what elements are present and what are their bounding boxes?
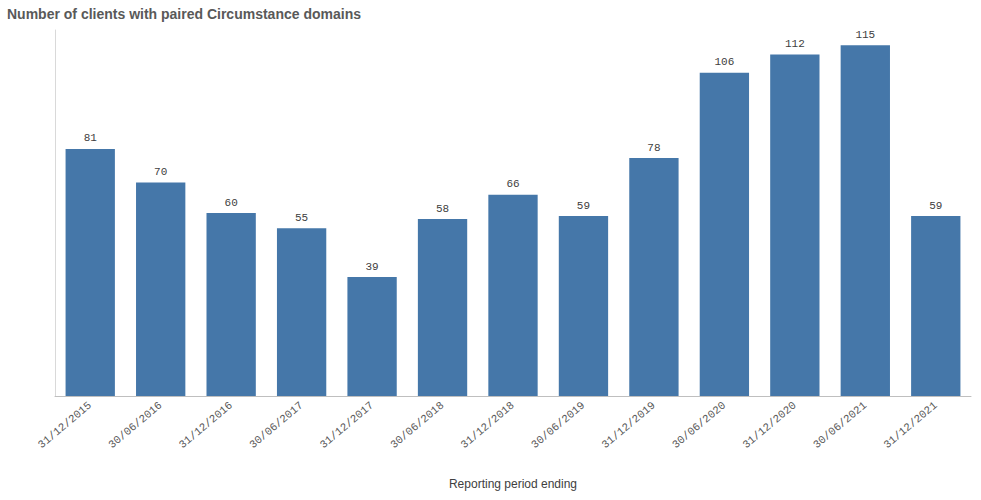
svg-text:30/06/2020: 30/06/2020 [670,399,728,451]
svg-text:31/12/2019: 31/12/2019 [600,399,658,451]
svg-text:31/12/2016: 31/12/2016 [177,399,235,451]
svg-text:81: 81 [84,132,98,144]
svg-text:112: 112 [785,38,805,50]
svg-text:59: 59 [929,200,942,212]
svg-text:31/12/2015: 31/12/2015 [36,399,94,451]
svg-text:30/06/2019: 30/06/2019 [529,399,587,451]
svg-text:31/12/2017: 31/12/2017 [318,399,376,451]
svg-text:31/12/2021: 31/12/2021 [881,399,940,451]
svg-text:106: 106 [714,56,734,68]
svg-text:78: 78 [647,142,660,154]
svg-text:66: 66 [506,178,519,190]
svg-text:115: 115 [855,29,875,41]
svg-text:30/06/2016: 30/06/2016 [106,399,164,451]
svg-text:70: 70 [154,166,167,178]
svg-text:58: 58 [436,203,449,215]
svg-text:30/06/2017: 30/06/2017 [247,399,305,451]
svg-text:Number of clients with paired: Number of clients with paired Circumstan… [7,6,361,22]
svg-text:30/06/2018: 30/06/2018 [388,399,446,451]
svg-text:39: 39 [365,261,378,273]
svg-text:55: 55 [295,212,308,224]
svg-text:31/12/2020: 31/12/2020 [740,399,798,451]
svg-text:Reporting period ending: Reporting period ending [449,477,577,491]
svg-text:60: 60 [225,197,238,209]
svg-text:59: 59 [577,200,590,212]
svg-text:31/12/2018: 31/12/2018 [459,399,517,451]
svg-text:30/06/2021: 30/06/2021 [811,399,870,451]
